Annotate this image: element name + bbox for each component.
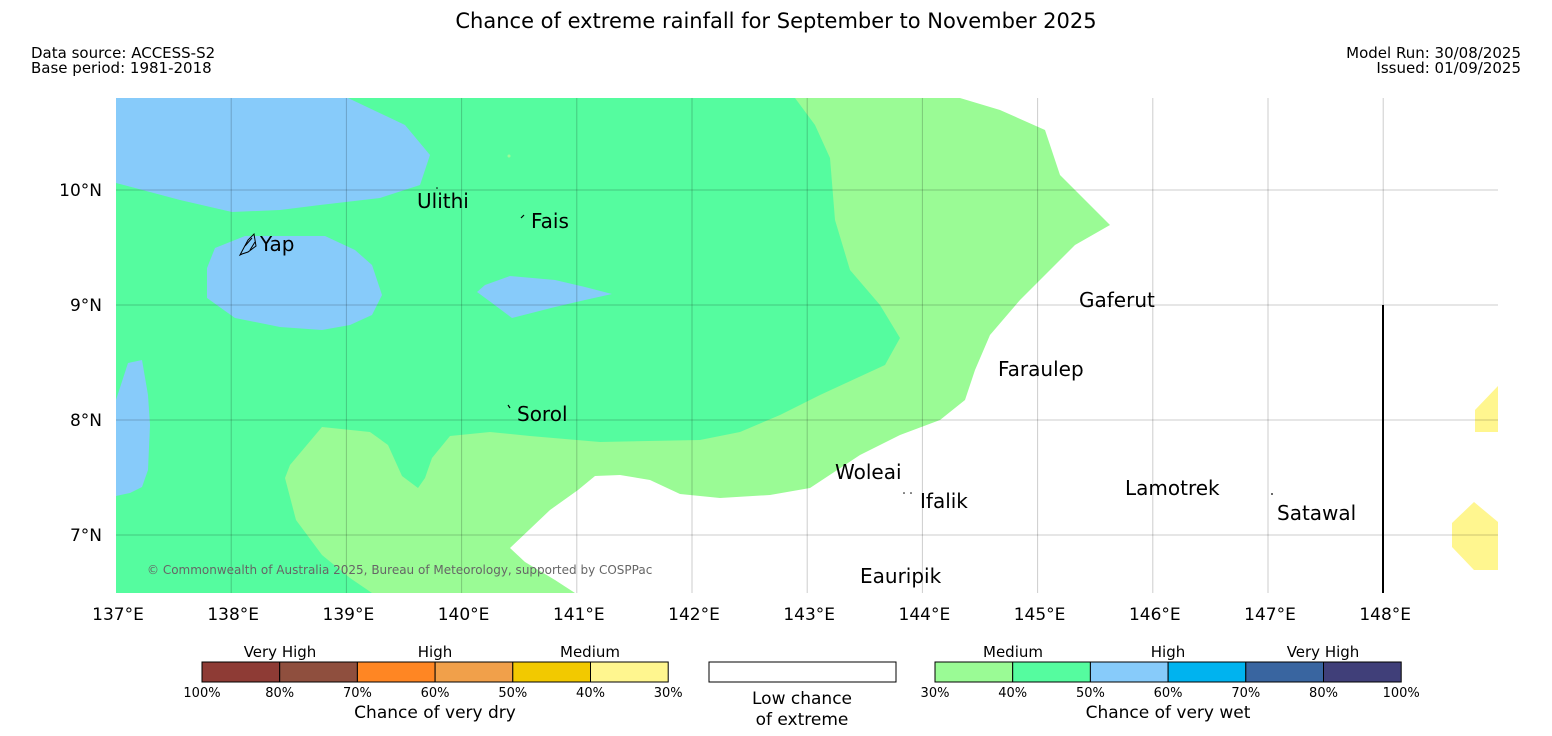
latitude-label: 9°N [70,296,102,316]
dry-legend-title: Chance of very dry [354,703,516,723]
colorbar-swatch [279,661,358,683]
longitude-label: 139°E [323,605,375,625]
place-label-ifalik: Ifalik [920,489,968,513]
base-period: Base period: 1981-2018 [31,59,212,77]
colorbar-swatch [512,661,591,683]
longitude-label: 143°E [783,605,835,625]
colorbar-swatch [356,661,436,683]
yap-island [238,232,257,257]
low-chance-swatch [708,661,897,683]
dry-legend: Very High High Medium 100% 80% 70% 60% 50% 40… [183,643,682,723]
latitude-label: 7°N [70,526,102,546]
colorbar-swatch [1167,661,1247,683]
fais-island [520,214,525,219]
colorbar-tick: 30% [921,686,950,701]
longitude-label: 141°E [553,605,605,625]
dry-colorbar [201,661,669,683]
colorbar-tick: 40% [998,686,1027,701]
place-label-woleai: Woleai [835,460,902,484]
colorbar-swatch [434,661,514,683]
longitude-label: 140°E [438,605,490,625]
wet-50-60-west [116,360,150,496]
colorbar-tick: 70% [343,686,372,701]
dry-category-very-high: Very High [244,643,317,661]
colorbar-tick: 60% [1154,686,1183,701]
sorol-island [507,404,511,409]
latitude-label: 8°N [70,411,102,431]
colorbar-tick: 80% [265,686,294,701]
latitude-labels: 10°N 9°N 8°N 7°N [59,181,102,546]
place-label-faraulep: Faraulep [998,357,1084,381]
green-speck [507,154,511,158]
longitude-label: 147°E [1244,605,1296,625]
wet-40-50-region [116,98,900,593]
wet-50-60-fais [477,276,612,318]
data-info: Data source: ACCESS-S2 Base period: 1981… [31,46,215,76]
ifalik-island-1 [903,492,905,494]
wet-tick-labels: 30% 40% 50% 60% 70% 80% 100% [921,686,1420,701]
low-chance-line1: Low chance [752,689,852,709]
low-chance-line2: of extreme [756,710,849,730]
place-label-fais: Fais [531,209,569,233]
dry-category-high: High [418,643,452,661]
wet-legend-title: Chance of very wet [1086,703,1251,723]
colorbar-tick: 30% [654,686,683,701]
colorbar-swatch [590,661,669,683]
ifalik-island-2 [910,492,912,494]
place-label-yap: Yap [259,232,294,256]
dry-30-40-patch-south [1452,502,1498,570]
yap-island-detail [244,237,256,251]
wet-category-high: High [1151,643,1185,661]
longitude-label: 148°E [1359,605,1411,625]
wet-legend: Medium High Very High 30% 40% 50% 60% 70% 80%… [921,643,1420,723]
colorbar-tick: 50% [1076,686,1105,701]
longitude-label: 145°E [1014,605,1066,625]
place-label-satawal: Satawal [1277,501,1356,525]
place-label-lamotrek: Lamotrek [1125,476,1220,500]
model-run: Model Run: 30/08/2025 [1346,44,1521,62]
data-source: Data source: ACCESS-S2 [31,44,216,62]
latitude-label: 10°N [59,181,102,201]
colorbar-swatch [1245,661,1325,683]
longitude-labels: 137°E 138°E 139°E 140°E 141°E 142°E 143°E 144°E… [92,605,1411,625]
colorbar-swatch [201,661,281,683]
wet-category-very-high: Very High [1287,643,1360,661]
longitude-label: 138°E [207,605,259,625]
wet-colorbar [934,661,1402,683]
run-info: Model Run: 30/08/2025 Issued: 01/09/2025 [1346,46,1521,76]
low-chance-legend: Low chance of extreme [708,661,897,730]
dry-30-40-patch-north [1475,386,1498,432]
dry-category-medium: Medium [560,643,620,661]
satawal-island [1271,493,1273,495]
colorbar-tick: 40% [576,686,605,701]
ulithi-island [436,187,438,189]
wet-50-60-yap [207,236,382,330]
colorbar-tick: 100% [1383,686,1420,701]
issued-date: Issued: 01/09/2025 [1376,59,1521,77]
copyright-text: © Commonwealth of Australia 2025, Bureau… [147,563,652,577]
map-area: Ulithi Fais Yap Gaferut Faraulep Sorol W… [116,98,1498,593]
wet-category-medium: Medium [983,643,1043,661]
colorbar-tick: 70% [1231,686,1260,701]
colorbar-swatch [1089,661,1169,683]
map-title: Chance of extreme rainfall for September… [455,9,1097,33]
colorbar-tick: 100% [183,686,220,701]
longitude-label: 146°E [1129,605,1181,625]
place-label-sorol: Sorol [517,402,568,426]
place-label-ulithi: Ulithi [417,189,469,213]
colorbar-swatch [934,661,1014,683]
longitude-label: 144°E [899,605,951,625]
colorbar-swatch [1323,661,1402,683]
colorbar-tick: 60% [421,686,450,701]
wet-50-60-north [116,98,430,212]
colorbar-tick: 80% [1309,686,1338,701]
place-label-eauripik: Eauripik [860,564,942,588]
longitude-label: 142°E [668,605,720,625]
place-label-gaferut: Gaferut [1079,288,1155,312]
dry-tick-labels: 100% 80% 70% 60% 50% 40% 30% [183,686,682,701]
colorbar-swatch [1012,661,1091,683]
colorbar-tick: 50% [498,686,527,701]
longitude-label: 137°E [92,605,144,625]
